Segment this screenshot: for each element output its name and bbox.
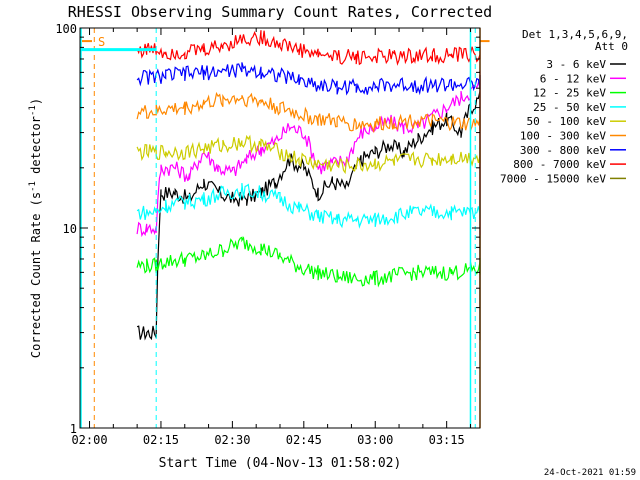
- x-axis-label: Start Time (04-Nov-13 01:58:02): [159, 456, 402, 471]
- x-tick-label-5: 03:15: [429, 433, 465, 447]
- y-axis-label-sup2: -1: [28, 105, 38, 116]
- legend-header-1: Att 0: [595, 40, 628, 53]
- x-tick-label-1: 02:15: [143, 433, 179, 447]
- legend-label-8: 7000 - 15000 keV: [500, 172, 606, 185]
- plot-area: [80, 28, 480, 428]
- y-axis-label: Corrected Count Rate (s-1 detector-1): [28, 98, 43, 358]
- series-line-2: [136, 236, 481, 288]
- y-tick-label-2: 100: [55, 22, 77, 36]
- legend-label-2: 12 - 25 keV: [533, 87, 606, 100]
- series-line-4: [136, 134, 481, 175]
- series-line-7: [136, 30, 481, 66]
- series-line-0: [136, 75, 481, 341]
- y-axis-label-end: ): [29, 98, 43, 105]
- y-tick-label-1: 10: [63, 222, 77, 236]
- series-layer: [136, 30, 481, 341]
- footer-timestamp: 24-Oct-2021 01:59: [544, 468, 636, 478]
- legend-label-7: 800 - 7000 keV: [513, 158, 606, 171]
- x-tick-label-3: 02:45: [286, 433, 322, 447]
- chart-title: RHESSI Observing Summary Count Rates, Co…: [68, 3, 492, 21]
- legend-label-5: 100 - 300 keV: [520, 130, 606, 143]
- y-axis-label-mid: detector: [29, 116, 43, 181]
- axes-layer: 02:00 02:15 02:30 02:45 03:00 03:15 1 10 100: [55, 22, 481, 447]
- y-axis-label-main: Corrected Count Rate (s: [29, 192, 43, 358]
- y-tick-label-0: 1: [70, 422, 77, 436]
- legend-label-0: 3 - 6 keV: [546, 58, 606, 71]
- legend-label-1: 6 - 12 keV: [540, 72, 607, 85]
- series-line-6: [136, 62, 481, 96]
- legend-label-3: 25 - 50 keV: [533, 101, 606, 114]
- x-tick-label-4: 03:00: [357, 433, 393, 447]
- legend-header-0: Det 1,3,4,5,6,9,: [522, 28, 628, 41]
- legend-label-4: 50 - 100 keV: [527, 115, 607, 128]
- legend-label-6: 300 - 800 keV: [520, 144, 606, 157]
- series-line-3: [136, 183, 481, 229]
- y-axis-label-sup1: -1: [28, 181, 38, 192]
- series-line-5: [136, 91, 481, 134]
- x-tick-label-0: 02:00: [71, 433, 107, 447]
- s-marker-label: S: [98, 35, 105, 49]
- x-tick-label-2: 02:30: [214, 433, 250, 447]
- plot-background: [80, 28, 480, 428]
